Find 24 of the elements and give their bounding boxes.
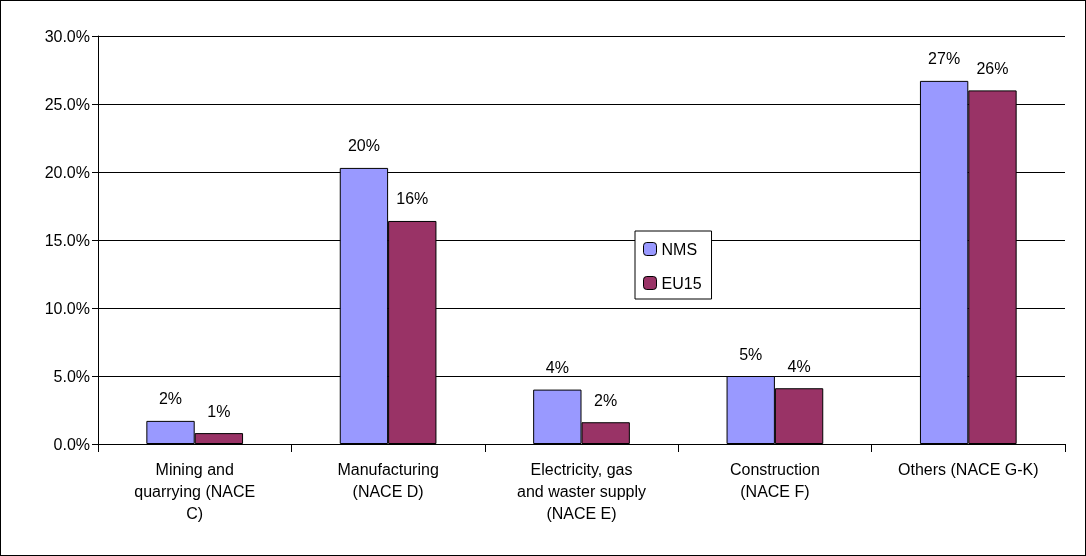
legend-label: NMS: [661, 240, 698, 258]
y-tick-label: 20.0%: [44, 163, 90, 181]
x-tick-label: Construction (NACE F): [729, 460, 820, 500]
y-tick-label: 10.0%: [44, 299, 90, 317]
data-label: 26%: [976, 59, 1009, 77]
data-label: 2%: [594, 391, 618, 409]
data-label: 2%: [158, 390, 183, 408]
y-tick-label: 15.0%: [44, 231, 90, 249]
data-label: 27%: [928, 50, 961, 68]
data-label: 5%: [739, 345, 763, 363]
y-tick-label: 30.0%: [44, 27, 90, 45]
x-tick-label: Manufacturing (NACE D): [337, 460, 439, 500]
data-label: 4%: [545, 359, 569, 377]
y-tick-label: 0.0%: [53, 435, 90, 453]
x-tick-label: Electricity, gas and waster supply (NACE E): [517, 460, 646, 522]
y-tick-label: 25.0%: [44, 95, 90, 113]
data-label: 1%: [207, 402, 231, 420]
x-tick-label: Others (NACE G-K): [898, 460, 1039, 478]
legend-label: EU15: [661, 274, 702, 292]
data-label: 4%: [787, 357, 811, 375]
data-label: 20%: [347, 137, 380, 155]
y-tick-label: 5.0%: [53, 367, 90, 385]
data-label: 16%: [396, 190, 429, 208]
x-tick-label: Mining and quarrying (NACE C): [134, 460, 256, 522]
